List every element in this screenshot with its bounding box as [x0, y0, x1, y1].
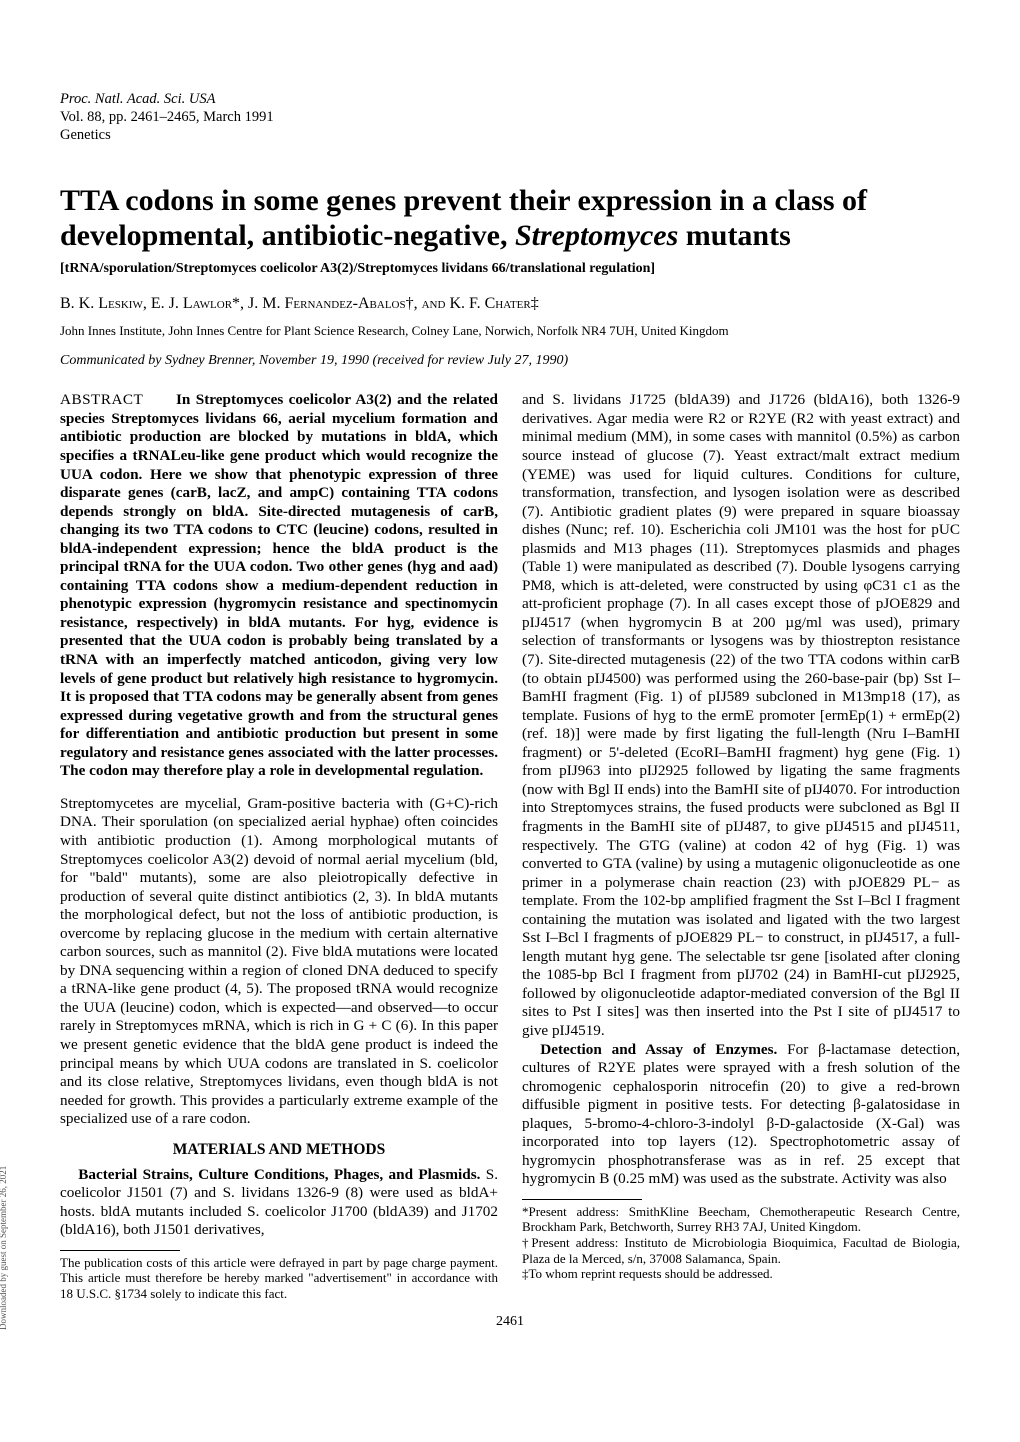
detection-paragraph: Detection and Assay of Enzymes. For β-la…	[522, 1041, 960, 1189]
materials-heading: MATERIALS AND METHODS	[60, 1141, 498, 1160]
abstract-label: ABSTRACT	[60, 391, 143, 408]
detection-runin: Detection and Assay of Enzymes.	[540, 1041, 777, 1058]
footnote-r2: †Present address: Instituto de Microbiol…	[522, 1235, 960, 1266]
materials-runin: Bacterial Strains, Culture Conditions, P…	[78, 1166, 480, 1183]
journal-volume: Vol. 88, pp. 2461–2465, March 1991	[60, 108, 960, 126]
article-title: TTA codons in some genes prevent their e…	[60, 184, 960, 253]
footnote-r3: ‡To whom reprint requests should be addr…	[522, 1266, 960, 1282]
footnote-rule-right	[522, 1199, 642, 1200]
journal-name: Proc. Natl. Acad. Sci. USA	[60, 90, 960, 108]
abstract-paragraph: ABSTRACT In Streptomyces coelicolor A3(2…	[60, 391, 498, 780]
footnote-r1: *Present address: SmithKline Beecham, Ch…	[522, 1204, 960, 1235]
footnote-rule-left	[60, 1250, 180, 1251]
abstract-body: In Streptomyces coelicolor A3(2) and the…	[60, 391, 498, 779]
download-note: Downloaded by guest on September 26, 202…	[0, 1165, 8, 1329]
journal-section: Genetics	[60, 126, 960, 144]
affiliation: John Innes Institute, John Innes Centre …	[60, 323, 960, 339]
journal-header: Proc. Natl. Acad. Sci. USA Vol. 88, pp. …	[60, 90, 960, 144]
title-italic: Streptomyces	[515, 219, 678, 252]
spacer	[60, 781, 498, 795]
article-subtitle: [tRNA/sporulation/Streptomyces coelicolo…	[60, 261, 960, 277]
col2-paragraph-1: and S. lividans J1725 (bldA39) and J1726…	[522, 391, 960, 1040]
detection-body: For β-lactamase detection, cultures of R…	[522, 1041, 960, 1188]
page-number: 2461	[60, 1314, 960, 1330]
intro-paragraph: Streptomycetes are mycelial, Gram-positi…	[60, 795, 498, 1129]
authors-line: B. K. Leskiw, E. J. Lawlor*, J. M. Ferna…	[60, 295, 960, 313]
two-column-body: ABSTRACT In Streptomyces coelicolor A3(2…	[60, 391, 960, 1301]
authors-text: B. K. Leskiw, E. J. Lawlor*, J. M. Ferna…	[60, 295, 539, 312]
communicated-by: Communicated by Sydney Brenner, November…	[60, 353, 960, 369]
right-column: and S. lividans J1725 (bldA39) and J1726…	[522, 391, 960, 1301]
footnote-left: The publication costs of this article we…	[60, 1255, 498, 1302]
left-column: ABSTRACT In Streptomyces coelicolor A3(2…	[60, 391, 498, 1301]
materials-paragraph: Bacterial Strains, Culture Conditions, P…	[60, 1166, 498, 1240]
page-container: Proc. Natl. Acad. Sci. USA Vol. 88, pp. …	[0, 0, 1020, 1370]
title-text-2: mutants	[678, 219, 791, 252]
